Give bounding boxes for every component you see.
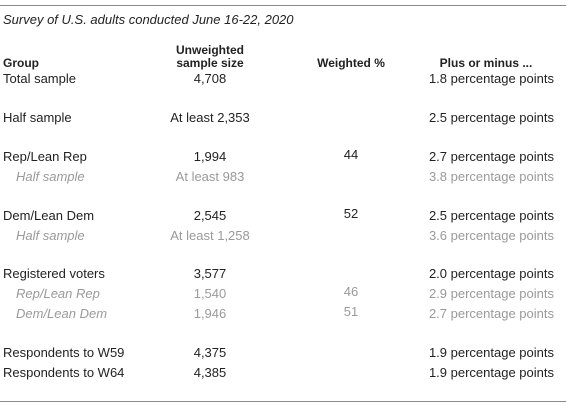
table-row: Registered voters 3,577 2.0 percentage p… (0, 266, 567, 282)
row-sample-size: 4,708 (150, 71, 270, 87)
row-plus-minus: 1.9 percentage points (429, 345, 554, 361)
row-sample-size: At least 2,353 (150, 110, 270, 126)
header-plus-minus: Plus or minus ... (416, 57, 556, 70)
row-plus-minus: 2.0 percentage points (429, 266, 554, 282)
table-row: Dem/Lean Dem 2,545 52 2.5 percentage poi… (0, 208, 567, 224)
row-sample-size: 2,545 (150, 208, 270, 224)
row-sample-size: 4,385 (150, 365, 270, 381)
table-row: Dem/Lean Dem 1,946 51 2.7 percentage poi… (0, 306, 567, 322)
row-group: Respondents to W59 (3, 345, 124, 361)
row-sample-size: At least 1,258 (150, 228, 270, 244)
row-group: Half sample (3, 110, 72, 126)
row-group: Dem/Lean Dem (16, 306, 107, 322)
row-weighted: 51 (306, 304, 396, 320)
row-group: Rep/Lean Rep (3, 149, 87, 165)
header-group: Group (3, 57, 39, 70)
row-plus-minus: 2.9 percentage points (429, 286, 554, 302)
row-group: Registered voters (3, 266, 105, 282)
table-row: Half sample At least 1,258 3.6 percentag… (0, 228, 567, 244)
row-sample-size: At least 983 (150, 169, 270, 185)
header-weighted: Weighted % (306, 57, 396, 70)
row-plus-minus: 1.8 percentage points (429, 71, 554, 87)
survey-subtitle: Survey of U.S. adults conducted June 16-… (3, 12, 294, 27)
table-row: Rep/Lean Rep 1,540 46 2.9 percentage poi… (0, 286, 567, 302)
row-sample-size: 1,946 (150, 306, 270, 322)
row-weighted: 46 (306, 284, 396, 300)
row-plus-minus: 2.5 percentage points (429, 110, 554, 126)
row-group: Total sample (3, 71, 76, 87)
row-group: Dem/Lean Dem (3, 208, 94, 224)
row-plus-minus: 3.6 percentage points (429, 228, 554, 244)
row-plus-minus: 2.5 percentage points (429, 208, 554, 224)
row-group: Half sample (16, 169, 85, 185)
row-plus-minus: 3.8 percentage points (429, 169, 554, 185)
table-row: Half sample At least 2,353 2.5 percentag… (0, 110, 567, 126)
row-group: Half sample (16, 228, 85, 244)
row-plus-minus: 2.7 percentage points (429, 149, 554, 165)
table-row: Rep/Lean Rep 1,994 44 2.7 percentage poi… (0, 149, 567, 165)
row-sample-size: 3,577 (150, 266, 270, 282)
row-group: Rep/Lean Rep (16, 286, 100, 302)
row-sample-size: 1,994 (150, 149, 270, 165)
bottom-rule (0, 401, 566, 402)
header-sample-size: Unweighted sample size (165, 44, 255, 70)
table-row: Respondents to W59 4,375 1.9 percentage … (0, 345, 567, 361)
row-weighted: 44 (306, 147, 396, 163)
row-sample-size: 1,540 (150, 286, 270, 302)
row-plus-minus: 1.9 percentage points (429, 365, 554, 381)
table-row: Total sample 4,708 1.8 percentage points (0, 71, 567, 87)
row-group: Respondents to W64 (3, 365, 124, 381)
table-row: Half sample At least 983 3.8 percentage … (0, 169, 567, 185)
top-rule (0, 5, 566, 6)
table-row: Respondents to W64 4,385 1.9 percentage … (0, 365, 567, 381)
row-sample-size: 4,375 (150, 345, 270, 361)
row-weighted: 52 (306, 206, 396, 222)
row-plus-minus: 2.7 percentage points (429, 306, 554, 322)
